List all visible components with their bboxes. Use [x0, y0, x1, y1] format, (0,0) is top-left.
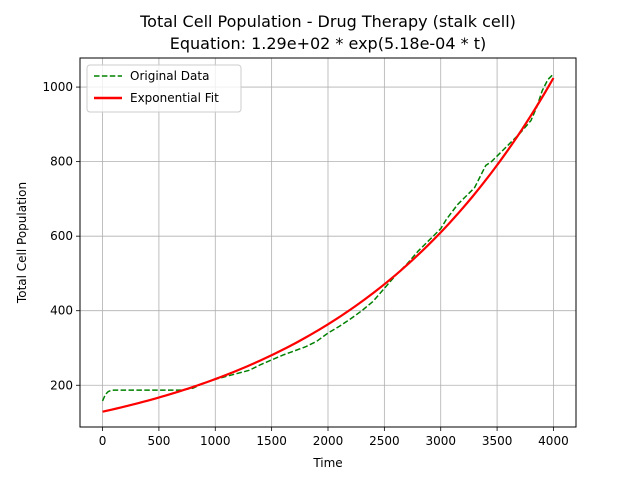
- ticks: 0 500 1000 1500 2000 2500 3000 3500 4000 200 400 60…: [42, 80, 568, 448]
- series-exponential-fit-line: [102, 77, 555, 413]
- y-tick-label: 800: [50, 155, 73, 169]
- x-tick-label: 500: [147, 434, 170, 448]
- x-tick-label: 4000: [538, 434, 569, 448]
- x-axis-label: Time: [312, 456, 342, 470]
- x-tick-label: 2500: [369, 434, 400, 448]
- y-tick-label: 1000: [42, 80, 73, 94]
- x-tick-label: 2000: [313, 434, 344, 448]
- x-tick-label: 3500: [482, 434, 513, 448]
- x-tick-label: 1500: [256, 434, 287, 448]
- y-tick-label: 400: [50, 304, 73, 318]
- x-tick-label: 3000: [425, 434, 456, 448]
- legend-label-exponential-fit: Exponential Fit: [130, 91, 219, 105]
- chart-title: Total Cell Population - Drug Therapy (st…: [139, 12, 516, 31]
- legend-box: [86, 64, 242, 113]
- chart-subtitle: Equation: 1.29e+02 * exp(5.18e-04 * t): [170, 34, 486, 53]
- series-original-data-line: [101, 73, 554, 402]
- y-axis-label: Total Cell Population: [15, 182, 29, 304]
- y-tick-label: 600: [50, 229, 73, 243]
- legend: Original Data Exponential Fit: [86, 64, 242, 113]
- y-tick-label: 200: [50, 378, 73, 392]
- legend-label-original-data: Original Data: [130, 69, 209, 83]
- grid: [80, 58, 576, 427]
- x-tick-label: 1000: [200, 434, 231, 448]
- x-tick-label: 0: [99, 434, 107, 448]
- series-layer: [101, 73, 555, 413]
